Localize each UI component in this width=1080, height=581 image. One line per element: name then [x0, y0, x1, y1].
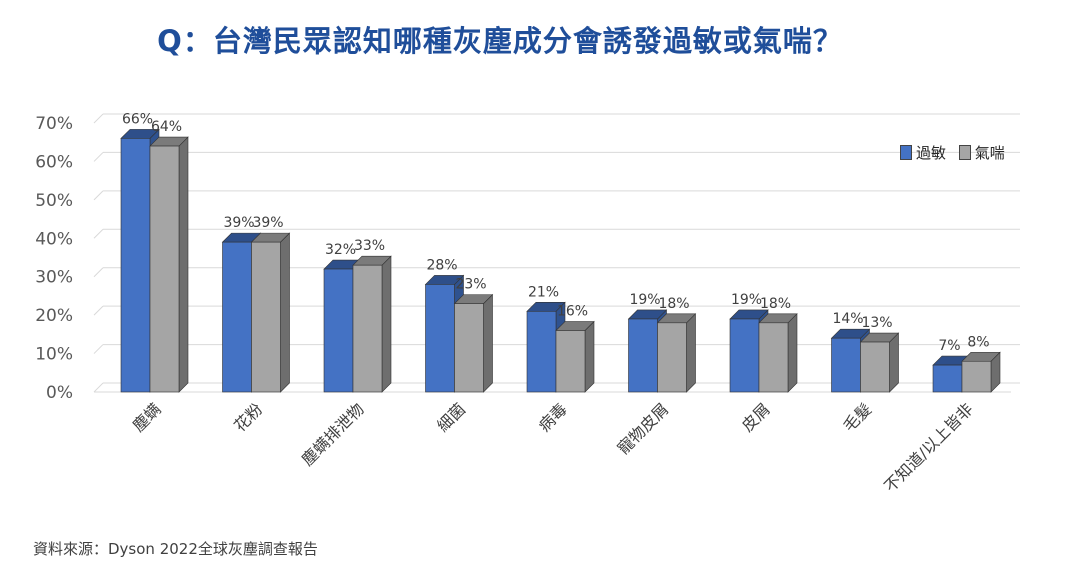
data-label-allergy: 39%	[223, 215, 254, 231]
bar-asthma	[758, 322, 789, 393]
gridline-side	[93, 344, 104, 354]
legend-label-allergy: 過敏	[916, 144, 947, 162]
bar-side-asthma	[280, 232, 290, 393]
x-tick-label: 花粉	[230, 399, 266, 435]
y-tick-label: 10%	[35, 345, 73, 365]
y-tick-label: 20%	[35, 306, 73, 326]
x-tick-label: 病毒	[535, 399, 571, 435]
data-label-allergy: 7%	[938, 338, 960, 354]
x-tick-label: 細菌	[433, 399, 469, 435]
gridline-side	[93, 190, 104, 201]
data-label-allergy: 19%	[731, 292, 762, 308]
gridline-side	[93, 382, 104, 393]
data-label-allergy: 19%	[629, 292, 660, 308]
bar-allergy	[932, 364, 963, 393]
legend-swatch-asthma	[958, 145, 971, 160]
x-tick-label: 不知道/以上皆非	[880, 399, 976, 495]
bar-allergy	[729, 318, 760, 393]
data-label-asthma: 33%	[354, 238, 385, 254]
bar-asthma	[657, 322, 687, 393]
data-label-asthma: 13%	[861, 315, 892, 331]
data-label-allergy: 66%	[122, 111, 153, 127]
bar-side-asthma	[787, 313, 798, 393]
bar-asthma	[454, 303, 484, 393]
legend-item-asthma: 氣喘	[958, 142, 1005, 163]
bar-allergy	[831, 337, 861, 393]
data-label-asthma: 23%	[455, 277, 486, 293]
bar-asthma	[251, 241, 281, 393]
source-note: 資料來源：Dyson 2022全球灰塵調查報告	[33, 540, 318, 558]
chart-title: Q：台灣民眾認知哪種灰塵成分會誘發過敏或氣喘？	[157, 24, 843, 58]
y-tick-label: 0%	[46, 383, 73, 403]
chart-legend: 過敏 氣喘	[900, 142, 1013, 164]
x-tick-label: 寵物皮屑	[614, 399, 673, 458]
gridline-side	[93, 152, 104, 162]
bar-asthma	[149, 145, 180, 393]
gridline-side	[93, 305, 104, 316]
bar-side-asthma	[686, 313, 696, 393]
x-tick-label: 毛髮	[839, 399, 875, 435]
bar-asthma	[860, 341, 890, 393]
data-label-asthma: 18%	[658, 296, 689, 312]
bar-side-asthma	[178, 136, 189, 393]
bar-asthma	[555, 330, 586, 393]
bar-side-asthma	[381, 255, 392, 393]
data-label-asthma: 39%	[252, 215, 283, 231]
bar-allergy	[425, 284, 455, 393]
y-tick-label: 60%	[35, 152, 73, 172]
data-label-asthma: 18%	[760, 296, 791, 312]
x-tick-label: 塵螨排泄物	[298, 399, 368, 469]
gridline-side	[93, 267, 104, 278]
y-tick-label: 40%	[35, 229, 73, 249]
data-label-allergy: 14%	[832, 311, 863, 327]
bar-side-asthma	[889, 332, 899, 393]
legend-label-asthma: 氣喘	[974, 144, 1005, 162]
bar-allergy	[222, 241, 252, 393]
bar-asthma	[352, 264, 383, 393]
bar-allergy	[526, 310, 557, 393]
gridline-side	[93, 113, 104, 124]
y-tick-label: 50%	[35, 191, 73, 211]
data-label-asthma: 64%	[151, 119, 182, 135]
data-label-allergy: 21%	[528, 284, 559, 300]
data-label-asthma: 8%	[967, 334, 989, 350]
x-tick-label: 塵螨	[129, 399, 165, 435]
legend-swatch-allergy	[900, 145, 912, 160]
x-tick-label: 皮屑	[738, 399, 774, 435]
y-tick-label: 30%	[35, 268, 73, 288]
gridline-side	[93, 228, 104, 239]
bar-allergy	[323, 268, 354, 393]
data-label-allergy: 32%	[325, 242, 356, 258]
data-label-asthma: 16%	[557, 304, 588, 320]
bar-asthma	[961, 360, 992, 393]
bar-side-asthma	[483, 293, 493, 393]
legend-item-allergy: 過敏	[900, 142, 946, 163]
bar-allergy	[120, 138, 151, 393]
bar-allergy	[628, 318, 658, 393]
y-tick-label: 70%	[35, 114, 73, 134]
bar-side-asthma	[584, 320, 595, 393]
data-label-allergy: 28%	[426, 257, 457, 273]
